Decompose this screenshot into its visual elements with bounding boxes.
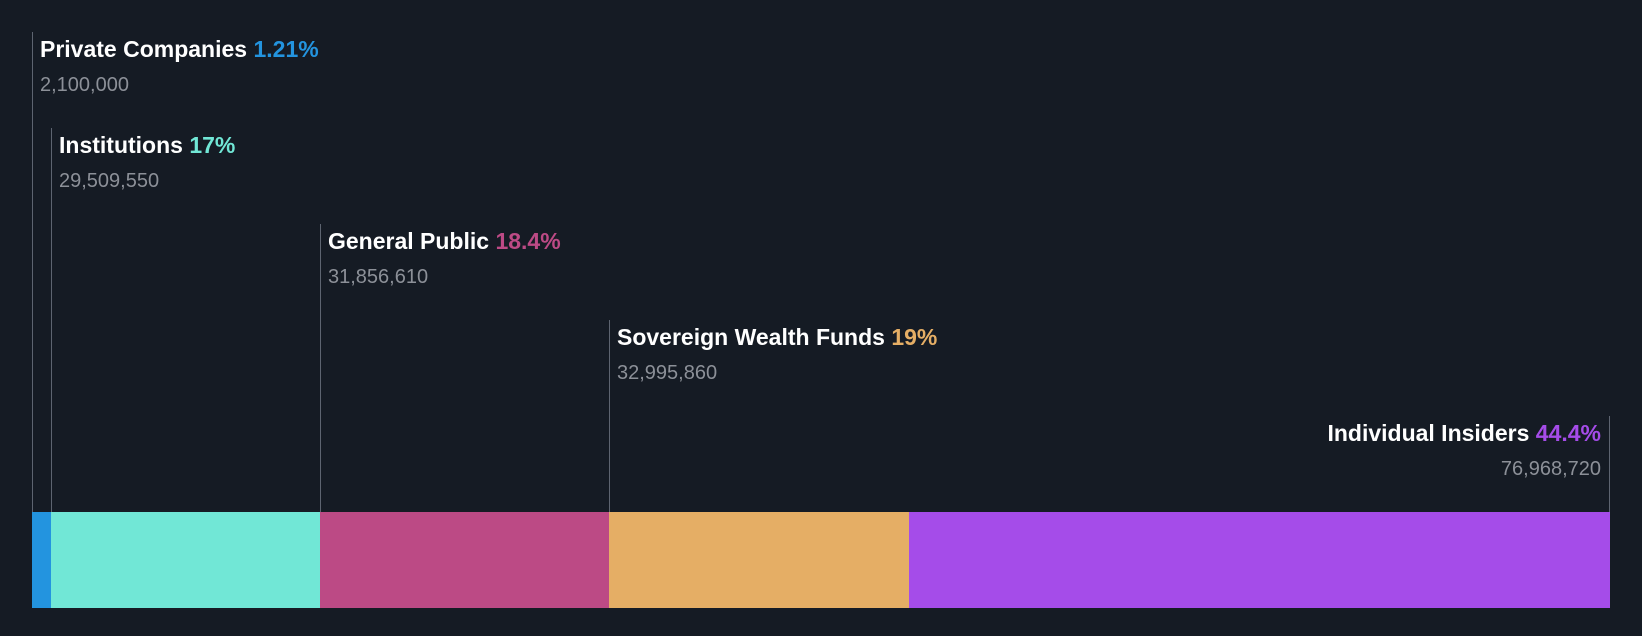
- leader-line-institutions: [51, 128, 52, 512]
- segment-percent: 44.4%: [1535, 420, 1601, 446]
- leader-line-private-companies: [32, 32, 33, 512]
- segment-name: Private Companies: [40, 36, 248, 62]
- segment-value: 31,856,610: [328, 266, 429, 288]
- segment-percent: 1.21%: [253, 36, 319, 62]
- segment-name: Individual Insiders: [1327, 420, 1530, 446]
- segment-percent: 18.4%: [495, 228, 561, 254]
- leader-line-sovereign-wealth-funds: [609, 320, 610, 512]
- bar-segment-general-public[interactable]: [320, 512, 609, 608]
- label-private-companies: Private Companies 1.21% 2,100,000: [40, 34, 319, 98]
- leader-line-individual-insiders: [1609, 416, 1610, 512]
- label-individual-insiders: Individual Insiders 44.4% 76,968,720: [1327, 418, 1601, 482]
- segment-value: 2,100,000: [40, 74, 129, 96]
- segment-name: Sovereign Wealth Funds: [617, 324, 885, 350]
- bar-segment-individual-insiders[interactable]: [909, 512, 1610, 608]
- bar-segment-sovereign-wealth-funds[interactable]: [609, 512, 909, 608]
- bar-segment-private-companies[interactable]: [32, 512, 51, 608]
- segment-value: 32,995,860: [617, 362, 718, 384]
- bar-segment-institutions[interactable]: [51, 512, 320, 608]
- segment-name: General Public: [328, 228, 490, 254]
- label-general-public: General Public 18.4% 31,856,610: [328, 226, 561, 290]
- segment-name: Institutions: [59, 132, 183, 158]
- label-institutions: Institutions 17% 29,509,550: [59, 130, 235, 194]
- segment-value: 29,509,550: [59, 170, 160, 192]
- segment-value: 76,968,720: [1500, 458, 1601, 480]
- segment-percent: 17%: [189, 132, 236, 158]
- leader-line-general-public: [320, 224, 321, 512]
- label-sovereign-wealth-funds: Sovereign Wealth Funds 19% 32,995,860: [617, 322, 937, 386]
- segment-percent: 19%: [891, 324, 938, 350]
